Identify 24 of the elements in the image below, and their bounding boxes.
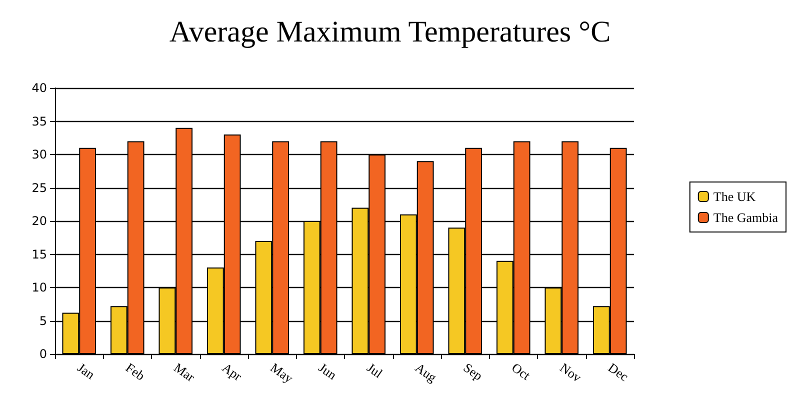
x-tick-label: Nov: [557, 360, 585, 386]
y-tick-label: 0: [39, 347, 47, 361]
y-tick-label: 25: [32, 180, 47, 195]
y-tick-label: 35: [32, 114, 47, 128]
x-tick-label: May: [268, 360, 296, 386]
x-tick-label: Sep: [460, 360, 486, 384]
x-tick-label: Dec: [606, 360, 632, 384]
x-tick-label: Jul: [364, 360, 386, 382]
x-tick-label: Aug: [412, 360, 440, 386]
legend-label: The UK: [713, 189, 756, 204]
x-tick-label: Mar: [171, 360, 198, 385]
x-tick-label: Feb: [123, 360, 148, 384]
y-tick-label: 5: [39, 314, 47, 328]
y-tick-label: 15: [32, 247, 47, 262]
x-tick-label: Oct: [509, 360, 534, 384]
y-tick-label: 20: [32, 214, 47, 228]
y-tick-label: 10: [32, 280, 47, 294]
y-tick-label: 30: [32, 148, 47, 162]
x-tick-label: Jun: [316, 360, 340, 383]
x-tick-label: Apr: [220, 360, 246, 384]
chart-title: Average Maximum Temperatures °C: [169, 16, 611, 48]
y-tick-label: 40: [32, 81, 47, 95]
x-tick-label: Jan: [74, 360, 98, 382]
legend-label: The Gambia: [713, 210, 778, 225]
